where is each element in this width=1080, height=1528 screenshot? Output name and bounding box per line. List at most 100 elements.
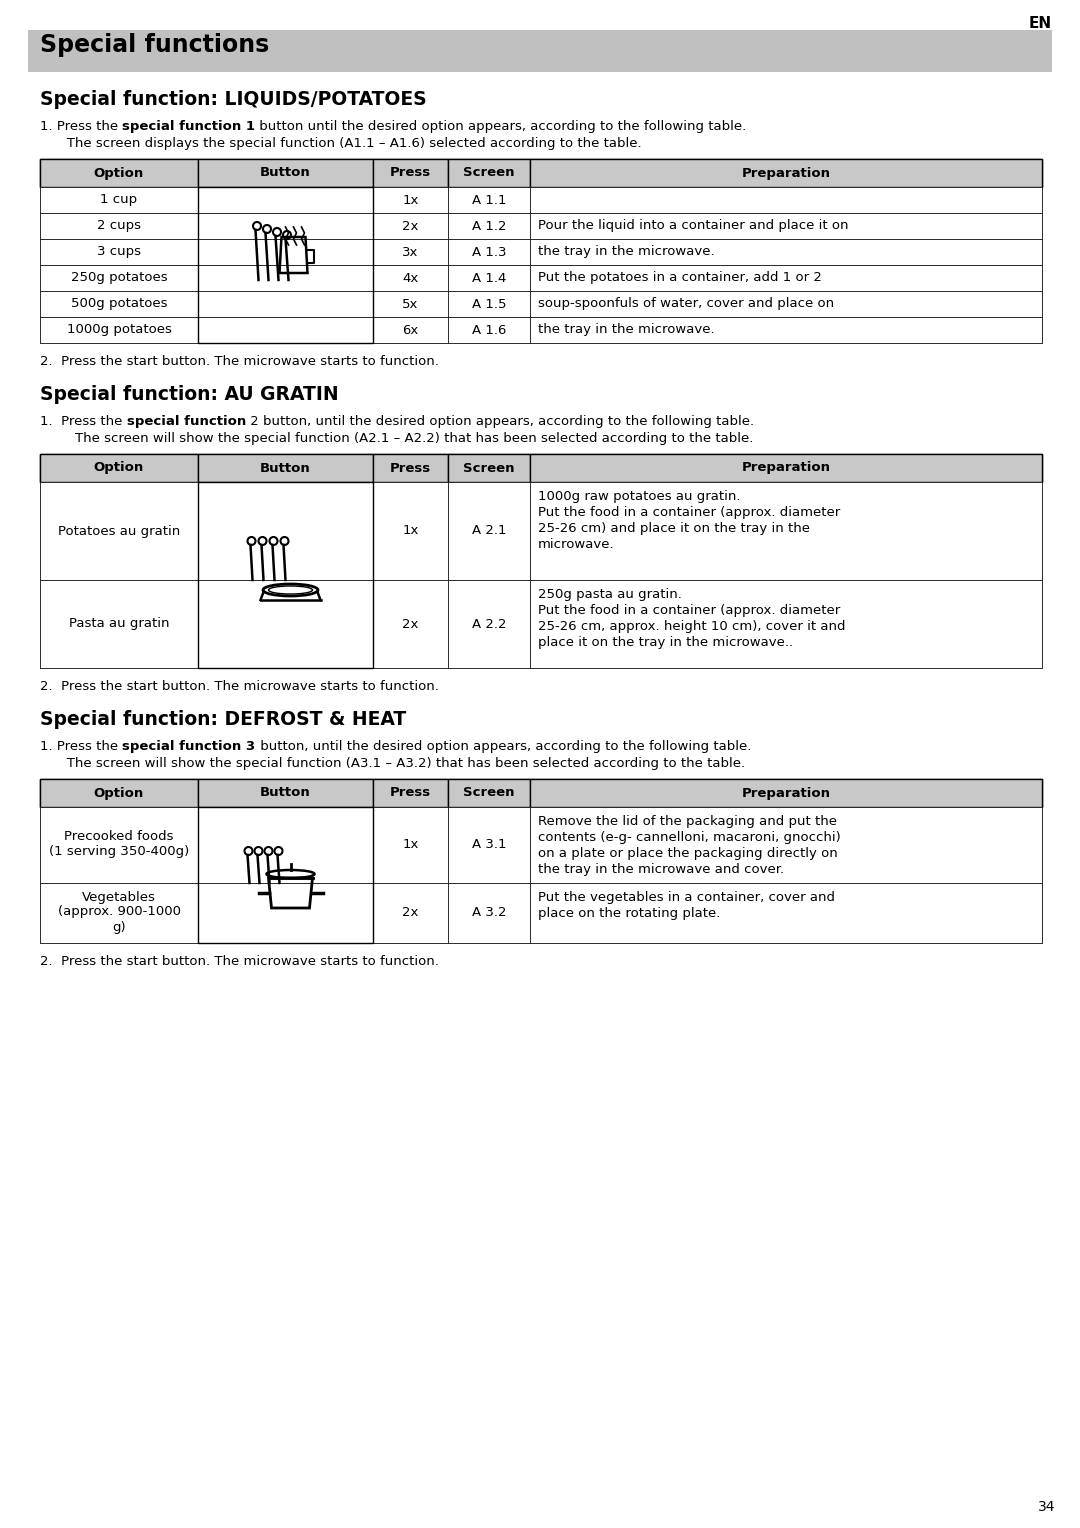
Text: 1x: 1x bbox=[403, 839, 419, 851]
Text: Button: Button bbox=[260, 167, 311, 179]
Text: 5x: 5x bbox=[403, 298, 419, 310]
Text: 1.  Press the: 1. Press the bbox=[40, 416, 126, 428]
Bar bbox=[40, 316, 198, 342]
Bar bbox=[198, 481, 373, 581]
Bar bbox=[530, 481, 1042, 581]
Bar bbox=[373, 264, 448, 290]
Bar bbox=[40, 159, 198, 186]
Text: Screen: Screen bbox=[463, 167, 515, 179]
Bar bbox=[40, 454, 1042, 481]
Bar bbox=[448, 186, 530, 212]
Text: 1 cup: 1 cup bbox=[100, 194, 137, 206]
Text: Option: Option bbox=[94, 787, 144, 799]
Bar bbox=[40, 159, 1042, 186]
Text: Screen: Screen bbox=[463, 461, 515, 475]
Bar bbox=[373, 290, 448, 316]
Bar bbox=[40, 264, 1042, 290]
Bar bbox=[530, 316, 1042, 342]
Text: The screen will show the special function (A3.1 – A3.2) that has been selected a: The screen will show the special functio… bbox=[54, 756, 745, 770]
Text: 2.  Press the start button. The microwave starts to function.: 2. Press the start button. The microwave… bbox=[40, 955, 438, 969]
Text: 1000g potatoes: 1000g potatoes bbox=[67, 324, 172, 336]
Bar bbox=[448, 212, 530, 238]
Text: Button: Button bbox=[260, 461, 311, 475]
Bar bbox=[448, 779, 530, 807]
Bar bbox=[40, 779, 1042, 807]
Bar bbox=[373, 238, 448, 264]
Text: (approx. 900-1000: (approx. 900-1000 bbox=[57, 906, 180, 918]
Bar bbox=[198, 186, 373, 342]
Bar bbox=[373, 159, 448, 186]
Text: (1 serving 350-400g): (1 serving 350-400g) bbox=[49, 845, 189, 859]
Text: microwave.: microwave. bbox=[538, 538, 615, 552]
Bar bbox=[40, 581, 1042, 668]
Bar bbox=[373, 883, 448, 943]
Bar bbox=[373, 316, 448, 342]
Text: special function 1: special function 1 bbox=[122, 121, 255, 133]
Bar bbox=[40, 481, 1042, 581]
Text: contents (e-g- cannelloni, macaroni, gnocchi): contents (e-g- cannelloni, macaroni, gno… bbox=[538, 831, 840, 843]
Bar bbox=[198, 581, 373, 668]
Text: 1000g raw potatoes au gratin.: 1000g raw potatoes au gratin. bbox=[538, 490, 741, 503]
Text: 4x: 4x bbox=[403, 272, 419, 284]
Text: the tray in the microwave and cover.: the tray in the microwave and cover. bbox=[538, 863, 784, 876]
Text: A 2.1: A 2.1 bbox=[472, 524, 507, 538]
Bar bbox=[448, 316, 530, 342]
Text: 250g pasta au gratin.: 250g pasta au gratin. bbox=[538, 588, 681, 601]
Text: 25-26 cm, approx. height 10 cm), cover it and: 25-26 cm, approx. height 10 cm), cover i… bbox=[538, 620, 846, 633]
Bar bbox=[373, 454, 448, 481]
Bar bbox=[198, 883, 373, 943]
Text: place on the rotating plate.: place on the rotating plate. bbox=[538, 908, 720, 920]
Text: special function: special function bbox=[126, 416, 246, 428]
Text: 1. Press the: 1. Press the bbox=[40, 740, 122, 753]
Bar bbox=[448, 581, 530, 668]
Text: 2.  Press the start button. The microwave starts to function.: 2. Press the start button. The microwave… bbox=[40, 680, 438, 694]
Text: Put the food in a container (approx. diameter: Put the food in a container (approx. dia… bbox=[538, 604, 840, 617]
Bar bbox=[40, 807, 1042, 883]
Text: special function 3: special function 3 bbox=[122, 740, 256, 753]
Text: Preparation: Preparation bbox=[742, 461, 831, 475]
Text: Press: Press bbox=[390, 461, 431, 475]
Bar bbox=[373, 186, 448, 212]
Bar bbox=[448, 481, 530, 581]
Text: 250g potatoes: 250g potatoes bbox=[70, 272, 167, 284]
Bar bbox=[448, 159, 530, 186]
Text: 500g potatoes: 500g potatoes bbox=[71, 298, 167, 310]
Bar bbox=[373, 807, 448, 883]
Text: A 1.6: A 1.6 bbox=[472, 324, 507, 336]
Bar bbox=[40, 212, 1042, 238]
Text: Preparation: Preparation bbox=[742, 167, 831, 179]
Text: g): g) bbox=[112, 920, 125, 934]
Text: A 1.1: A 1.1 bbox=[472, 194, 507, 206]
Bar bbox=[530, 454, 1042, 481]
Bar bbox=[40, 779, 198, 807]
Text: the tray in the microwave.: the tray in the microwave. bbox=[538, 246, 715, 258]
Bar bbox=[530, 159, 1042, 186]
Bar bbox=[40, 883, 1042, 943]
Text: A 1.3: A 1.3 bbox=[472, 246, 507, 258]
Text: Remove the lid of the packaging and put the: Remove the lid of the packaging and put … bbox=[538, 814, 837, 828]
Text: Vegetables: Vegetables bbox=[82, 891, 156, 903]
Text: Press: Press bbox=[390, 167, 431, 179]
Text: The screen displays the special function (A1.1 – A1.6) selected according to the: The screen displays the special function… bbox=[54, 138, 642, 150]
Text: Special function: AU GRATIN: Special function: AU GRATIN bbox=[40, 385, 339, 403]
Text: button, until the desired option appears, according to the following table.: button, until the desired option appears… bbox=[256, 740, 751, 753]
Text: A 1.4: A 1.4 bbox=[472, 272, 507, 284]
Text: Option: Option bbox=[94, 461, 144, 475]
Bar bbox=[40, 883, 198, 943]
Text: Button: Button bbox=[260, 787, 311, 799]
Text: 2x: 2x bbox=[403, 220, 419, 232]
Bar bbox=[448, 454, 530, 481]
Text: A 1.2: A 1.2 bbox=[472, 220, 507, 232]
Text: 1. Press the: 1. Press the bbox=[40, 121, 122, 133]
Text: Special function: DEFROST & HEAT: Special function: DEFROST & HEAT bbox=[40, 711, 406, 729]
Text: the tray in the microwave.: the tray in the microwave. bbox=[538, 324, 715, 336]
Text: The screen will show the special function (A2.1 – A2.2) that has been selected a: The screen will show the special functio… bbox=[58, 432, 754, 445]
Bar bbox=[198, 481, 373, 668]
Text: Special functions: Special functions bbox=[40, 34, 269, 57]
Text: button until the desired option appears, according to the following table.: button until the desired option appears,… bbox=[255, 121, 746, 133]
Bar bbox=[530, 883, 1042, 943]
Bar bbox=[28, 31, 1052, 72]
Text: Option: Option bbox=[94, 167, 144, 179]
Text: 1x: 1x bbox=[403, 524, 419, 538]
Bar bbox=[530, 264, 1042, 290]
